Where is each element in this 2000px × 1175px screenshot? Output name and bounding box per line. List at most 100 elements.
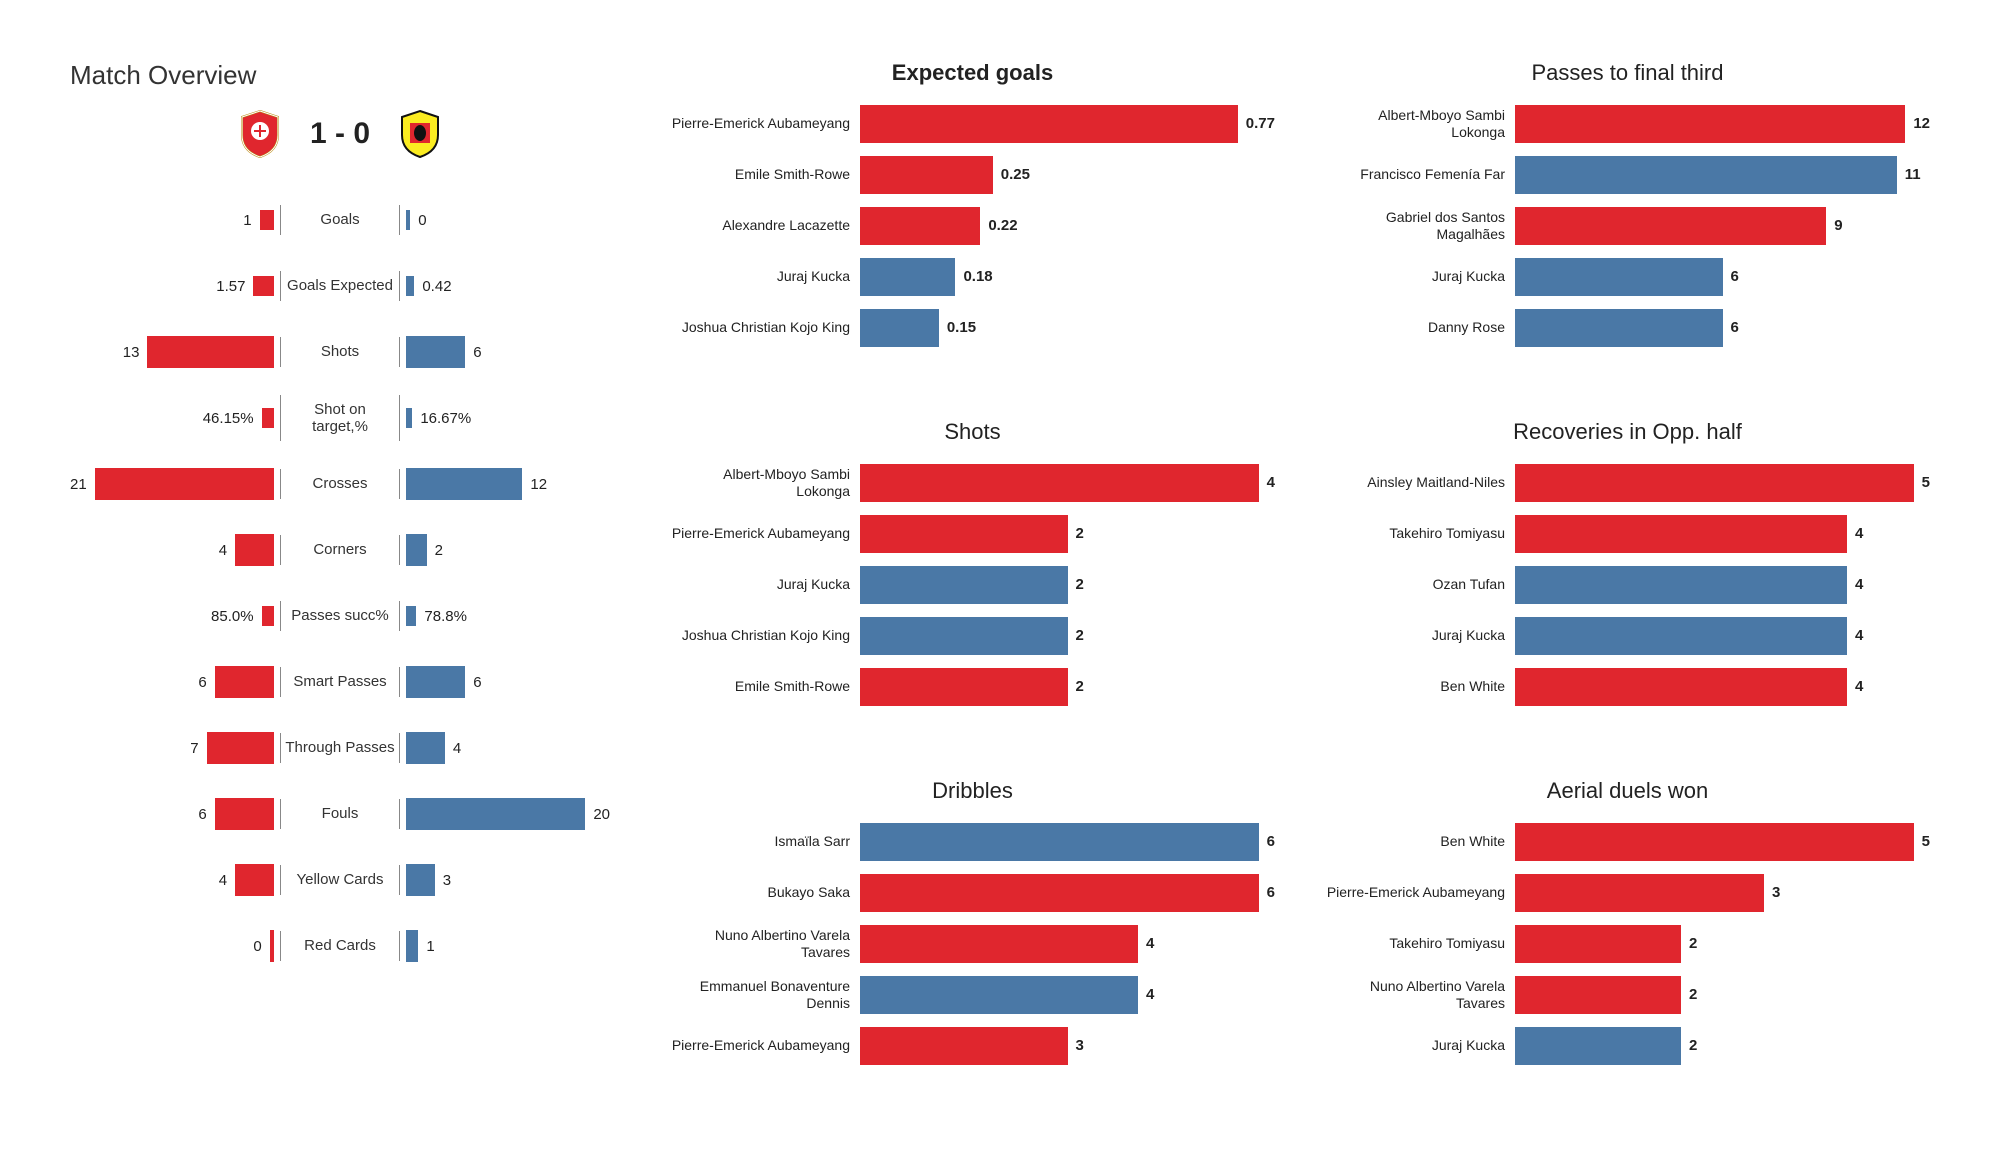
player-label: Gabriel dos Santos Magalhães <box>1325 209 1505 241</box>
stat-value-team2: 4 <box>453 740 461 757</box>
mini-bar <box>1515 566 1847 604</box>
mini-bar <box>1515 105 1905 143</box>
mini-bar <box>1515 156 1897 194</box>
mini-bar <box>860 668 1068 706</box>
stat-right: 16.67% <box>400 408 610 428</box>
mini-chart-title: Passes to final third <box>1325 60 1930 86</box>
stat-value-team1: 13 <box>123 344 140 361</box>
player-label: Francisco Femenía Far <box>1325 166 1505 182</box>
mini-chart-row: Juraj Kucka6 <box>1325 251 1930 302</box>
mini-bar <box>860 925 1138 963</box>
mini-bar <box>1515 258 1723 296</box>
stat-bar-team1 <box>262 606 274 626</box>
player-label: Pierre-Emerick Aubameyang <box>1325 884 1505 900</box>
mini-bar-wrap: 6 <box>860 874 1275 912</box>
mini-value: 4 <box>1146 935 1154 952</box>
player-label: Emmanuel Bonaventure Dennis <box>670 978 850 1010</box>
mini-value: 2 <box>1076 627 1084 644</box>
mini-chart-row: Albert-Mboyo Sambi Lokonga12 <box>1325 98 1930 149</box>
mini-bar <box>1515 874 1764 912</box>
mini-bar-wrap: 0.22 <box>860 207 1275 245</box>
mini-value: 4 <box>1855 678 1863 695</box>
mini-bar-wrap: 6 <box>860 823 1275 861</box>
player-label: Ben White <box>1325 678 1505 694</box>
stat-label: Shot on target,% <box>280 395 400 442</box>
stat-bar-team1 <box>260 210 274 230</box>
player-label: Takehiro Tomiyasu <box>1325 525 1505 541</box>
mini-value: 0.15 <box>947 319 976 336</box>
mini-bar-wrap: 0.25 <box>860 156 1275 194</box>
stat-label: Smart Passes <box>280 667 400 696</box>
mini-chart-row: Bukayo Saka6 <box>670 867 1275 918</box>
mini-chart-row: Emile Smith-Rowe0.25 <box>670 149 1275 200</box>
mini-bar-wrap: 2 <box>1515 1027 1930 1065</box>
stat-left: 6 <box>70 798 280 830</box>
stat-value-team1: 6 <box>198 806 206 823</box>
mini-chart-row: Juraj Kucka2 <box>670 559 1275 610</box>
mini-value: 6 <box>1731 268 1739 285</box>
mini-chart-row: Pierre-Emerick Aubameyang2 <box>670 508 1275 559</box>
mini-value: 2 <box>1689 1037 1697 1054</box>
player-label: Albert-Mboyo Sambi Lokonga <box>1325 107 1505 139</box>
mini-bar-wrap: 2 <box>860 668 1275 706</box>
player-label: Pierre-Emerick Aubameyang <box>670 525 850 541</box>
stat-left: 13 <box>70 336 280 368</box>
player-label: Joshua Christian Kojo King <box>670 319 850 335</box>
mini-value: 2 <box>1689 986 1697 1003</box>
team1-crest-icon <box>238 109 282 159</box>
mini-chart-row: Albert-Mboyo Sambi Lokonga4 <box>670 457 1275 508</box>
stat-bar-team1 <box>235 534 274 566</box>
stat-bar-team1 <box>207 732 274 764</box>
mini-chart-row: Joshua Christian Kojo King2 <box>670 610 1275 661</box>
mini-value: 4 <box>1146 986 1154 1003</box>
mini-bar <box>860 105 1238 143</box>
stat-label: Red Cards <box>280 931 400 960</box>
mini-bar <box>1515 515 1847 553</box>
stat-bar-team2 <box>406 210 410 230</box>
mini-bar <box>860 156 993 194</box>
mini-bar-wrap: 6 <box>1515 258 1930 296</box>
mini-chart-row: Pierre-Emerick Aubameyang3 <box>670 1020 1275 1071</box>
player-label: Ainsley Maitland-Niles <box>1325 474 1505 490</box>
stat-label: Goals <box>280 205 400 234</box>
score-text: 1 - 0 <box>310 117 370 151</box>
stat-bar-team1 <box>215 666 274 698</box>
mini-bar <box>860 258 955 296</box>
mini-bar <box>1515 823 1914 861</box>
stat-bar-team1 <box>95 468 274 500</box>
stat-bar-team2 <box>406 336 465 368</box>
mini-bar <box>1515 925 1681 963</box>
mini-chart-title: Shots <box>670 419 1275 445</box>
mini-value: 0.77 <box>1246 115 1275 132</box>
mini-bar <box>860 566 1068 604</box>
stat-label: Yellow Cards <box>280 865 400 894</box>
mini-bar <box>1515 464 1914 502</box>
stat-value-team2: 12 <box>530 476 547 493</box>
stat-row: 46.15%Shot on target,%16.67% <box>70 385 610 451</box>
mini-chart-row: Pierre-Emerick Aubameyang3 <box>1325 867 1930 918</box>
stat-right: 20 <box>400 798 610 830</box>
stat-value-team1: 1 <box>243 212 251 229</box>
stat-label: Corners <box>280 535 400 564</box>
mini-chart: Passes to final third Albert-Mboyo Sambi … <box>1325 60 1930 397</box>
mini-value: 6 <box>1267 884 1275 901</box>
mini-bar-wrap: 9 <box>1515 207 1930 245</box>
stat-bar-team2 <box>406 276 414 296</box>
stat-label: Crosses <box>280 469 400 498</box>
mini-chart-row: Alexandre Lacazette0.22 <box>670 200 1275 251</box>
mini-bar-wrap: 4 <box>1515 515 1930 553</box>
stat-label: Goals Expected <box>280 271 400 300</box>
mini-bar <box>860 207 980 245</box>
stat-value-team1: 0 <box>253 938 261 955</box>
stat-row: 21Crosses12 <box>70 451 610 517</box>
player-label: Juraj Kucka <box>1325 627 1505 643</box>
mini-bar-wrap: 5 <box>1515 823 1930 861</box>
mini-chart-row: Ben White5 <box>1325 816 1930 867</box>
mini-bar-wrap: 2 <box>860 617 1275 655</box>
stat-left: 1.57 <box>70 276 280 296</box>
mini-value: 6 <box>1267 833 1275 850</box>
stat-value-team2: 1 <box>426 938 434 955</box>
mini-chart-row: Ainsley Maitland-Niles5 <box>1325 457 1930 508</box>
stat-row: 6Smart Passes6 <box>70 649 610 715</box>
stat-bar-team2 <box>406 408 412 428</box>
